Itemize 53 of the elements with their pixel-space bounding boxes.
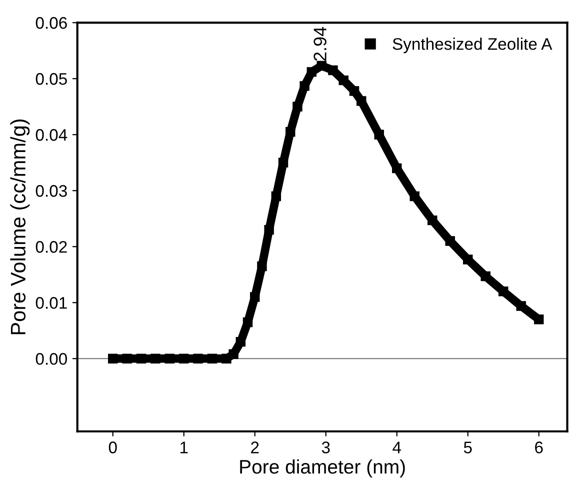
point	[392, 163, 402, 174]
point	[428, 215, 438, 226]
point	[150, 354, 160, 364]
point	[207, 354, 218, 364]
point	[338, 75, 348, 86]
x-tick-label: 5	[464, 442, 472, 454]
point	[349, 86, 360, 96]
y-axis-title: Pore Volume (cc/mm/g)	[10, 119, 30, 334]
point	[286, 126, 296, 137]
point	[328, 65, 338, 76]
point	[250, 292, 260, 302]
annotation: 2.94	[314, 26, 326, 61]
point	[228, 349, 238, 359]
point	[264, 224, 274, 235]
point	[122, 354, 132, 364]
point	[534, 314, 544, 324]
y-tick-label: 0.01	[36, 297, 67, 309]
point	[178, 354, 189, 364]
y-tick-label: 0.05	[36, 73, 67, 85]
point	[374, 130, 384, 140]
point	[164, 354, 175, 364]
point	[306, 67, 317, 77]
y-tick-label: 0.00	[36, 353, 67, 365]
point	[257, 261, 267, 272]
point	[292, 102, 302, 112]
point	[108, 354, 118, 364]
point	[278, 158, 288, 168]
point	[242, 317, 253, 328]
point	[516, 301, 526, 311]
point	[463, 254, 473, 264]
point	[271, 191, 282, 202]
point	[445, 236, 455, 246]
x-axis-title: Pore diameter (nm)	[240, 459, 405, 478]
y-tick-label: 0.02	[36, 241, 67, 253]
point	[316, 60, 326, 71]
y-tick-label: 0.03	[36, 185, 67, 197]
legend-label: Synthesized Zeolite A	[392, 38, 552, 54]
point	[300, 81, 310, 91]
point	[410, 191, 420, 202]
point	[193, 354, 203, 364]
x-tick-label: 4	[392, 442, 402, 454]
x-tick-label: 3	[322, 442, 330, 454]
x-tick-label: 2	[251, 442, 259, 454]
x-tick-label: 1	[180, 442, 188, 454]
y-tick-label: 0.04	[36, 129, 68, 141]
point	[356, 96, 366, 106]
point	[136, 354, 146, 364]
point	[236, 336, 246, 347]
point	[480, 271, 490, 282]
x-tick-label: 6	[535, 442, 543, 454]
y-tick-label: 0.06	[36, 17, 67, 29]
x-tick-label: 0	[108, 442, 117, 454]
point	[498, 286, 508, 296]
